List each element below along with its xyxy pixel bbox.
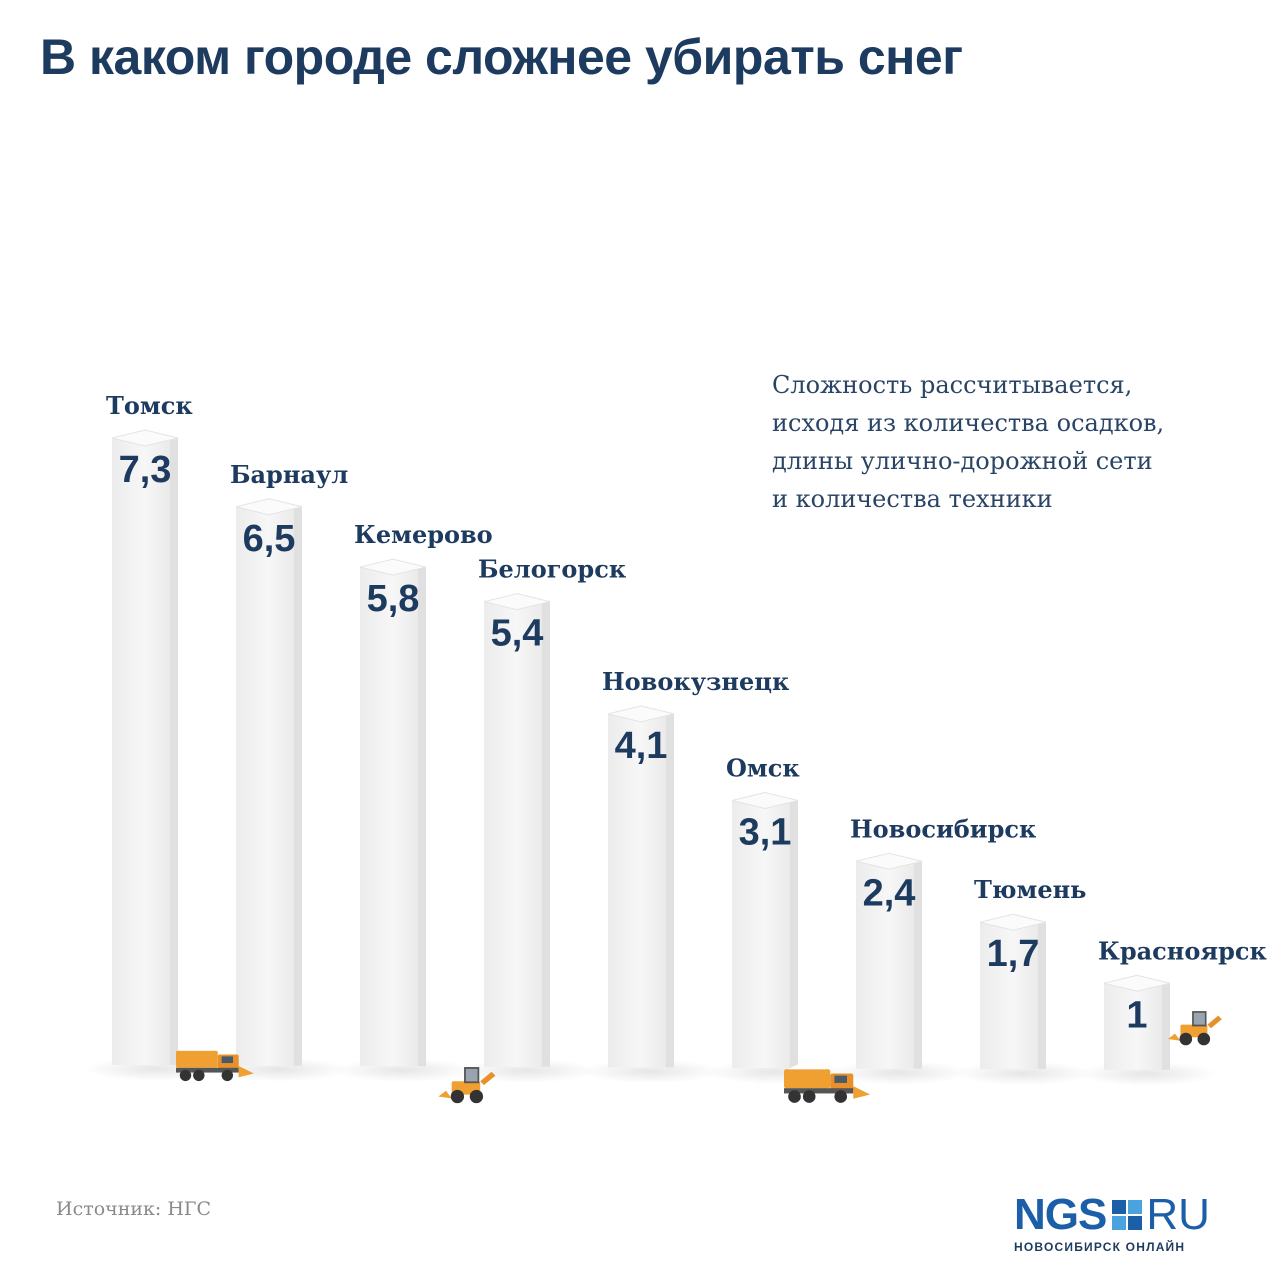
bar bbox=[112, 438, 178, 1065]
category-label: Тюмень bbox=[974, 875, 1086, 904]
bar-cap bbox=[483, 593, 551, 611]
value-label: 2,4 bbox=[863, 872, 916, 914]
bar-cap bbox=[731, 791, 799, 809]
bar-side bbox=[790, 800, 798, 1068]
bar bbox=[1104, 983, 1170, 1070]
value-label: 6,5 bbox=[243, 518, 296, 560]
bar-side bbox=[294, 506, 302, 1066]
source-label: Источник: НГС bbox=[56, 1198, 212, 1220]
category-label: Барнаул bbox=[230, 460, 348, 489]
bar bbox=[360, 567, 426, 1067]
snow-truck-icon bbox=[784, 1063, 871, 1103]
note-line: Сложность рассчитывается, bbox=[772, 371, 1133, 399]
logo-brand: NGS bbox=[1014, 1190, 1107, 1239]
value-label: 5,4 bbox=[491, 613, 544, 655]
bar-side bbox=[1162, 983, 1170, 1070]
bar-side bbox=[170, 438, 178, 1065]
logo-square-icon bbox=[1112, 1200, 1143, 1230]
category-label: Новосибирск bbox=[850, 814, 1037, 843]
category-label: Омск bbox=[726, 753, 800, 782]
bar-side bbox=[914, 861, 922, 1069]
value-label: 1,7 bbox=[987, 933, 1040, 975]
category-label: Томск bbox=[106, 391, 193, 420]
bar-side bbox=[418, 567, 426, 1067]
category-label: Белогорск bbox=[478, 555, 627, 584]
value-label: 3,1 bbox=[739, 811, 792, 853]
category-label: Красноярск bbox=[1098, 936, 1267, 965]
value-label: 7,3 bbox=[119, 449, 172, 491]
value-label: 5,8 bbox=[367, 578, 420, 620]
snow-loader-icon bbox=[438, 1067, 496, 1104]
bar-cap bbox=[607, 705, 675, 723]
logo-domain: RU bbox=[1146, 1190, 1210, 1239]
page-title: В каком городе сложнее убирать снег bbox=[40, 29, 963, 85]
logo-subtitle: НОВОСИБИРСК ОНЛАЙН bbox=[1014, 1240, 1186, 1254]
bar-side bbox=[666, 713, 674, 1068]
value-label: 1 bbox=[1126, 994, 1147, 1036]
snow-truck-icon bbox=[176, 1045, 254, 1082]
note-line: исходя из количества осадков, bbox=[772, 409, 1165, 437]
methodology-note: Сложность рассчитывается, исходя из коли… bbox=[772, 366, 1252, 518]
bar bbox=[608, 713, 674, 1068]
bar-cap bbox=[359, 558, 427, 576]
bar-side bbox=[1038, 922, 1046, 1070]
bar-side bbox=[542, 601, 550, 1067]
category-label: Новокузнецк bbox=[602, 667, 790, 696]
value-label: 4,1 bbox=[615, 725, 668, 767]
bar bbox=[732, 800, 798, 1068]
bar-cap bbox=[235, 498, 303, 516]
bar bbox=[980, 922, 1046, 1070]
note-line: длины улично-дорожной сети bbox=[772, 447, 1153, 475]
bar-cap bbox=[111, 429, 179, 447]
category-label: Кемерово bbox=[354, 520, 493, 549]
bar-cap bbox=[979, 913, 1047, 931]
bar bbox=[236, 506, 302, 1066]
bar bbox=[856, 861, 922, 1069]
bar-cap bbox=[855, 852, 923, 870]
snow-loader-icon bbox=[1167, 1011, 1222, 1046]
ngs-logo: NGS RU НОВОСИБИРСК ОНЛАЙН bbox=[1014, 1190, 1254, 1255]
bar bbox=[484, 601, 550, 1067]
bar-cap bbox=[1103, 974, 1171, 992]
note-line: и количества техники bbox=[772, 485, 1053, 513]
